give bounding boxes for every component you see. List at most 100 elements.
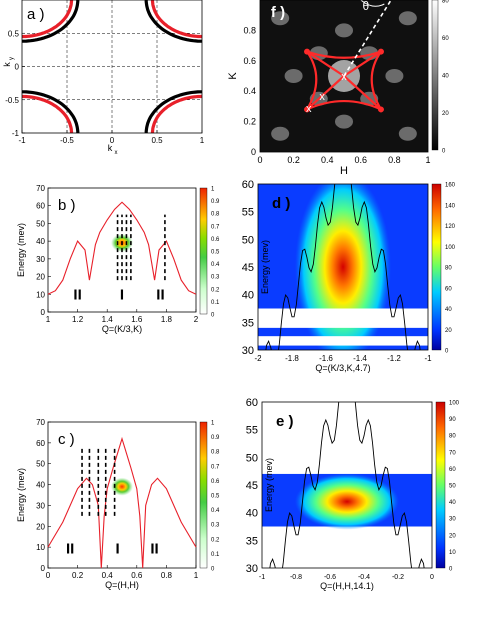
- x-tick-label: 1.2: [72, 315, 84, 324]
- y-axis-label: k: [2, 62, 12, 67]
- colorbar-tick-label: 80: [449, 434, 456, 440]
- x-tick-label: -1.4: [353, 354, 367, 363]
- x-tick-label: 1.4: [102, 315, 114, 324]
- x-tick-label: 0: [46, 571, 51, 580]
- colorbar-tick-label: 70: [449, 450, 456, 456]
- colorbar-tick-label: 0.3: [211, 275, 220, 281]
- x-tick-label: 0.5: [151, 136, 163, 145]
- x-tick-label: 1: [425, 155, 430, 165]
- y-tick-label: 20: [36, 273, 45, 282]
- x-tick-label: 1: [200, 136, 205, 145]
- colorbar-tick-label: 0.5: [211, 494, 220, 500]
- y-tick-label: 0: [41, 308, 46, 317]
- y-tick-label: 0.4: [243, 86, 256, 96]
- y-tick-label: 30: [242, 345, 254, 357]
- theta-arc: [360, 0, 385, 7]
- colorbar-tick-label: 100: [449, 401, 460, 407]
- y-axis-label-group: Energy (mev): [260, 240, 270, 294]
- panel-e: -1 -0.8 -0.6 -0.4 -0.2 0 30 35 40 45 50 55 60 Q=(H,H,…: [246, 397, 460, 591]
- region-label: II: [73, 287, 81, 304]
- colorbar-tick-label: 1: [211, 187, 215, 193]
- colorbar-tick-label: 100: [445, 245, 456, 251]
- dispersion-line: [47, 201, 197, 295]
- intensity-blob: [271, 11, 290, 26]
- x-tick-label: -0.6: [324, 574, 336, 581]
- x-tick-label: 0.2: [72, 571, 84, 580]
- y-tick-label: 50: [246, 452, 258, 464]
- y-tick-label: -1: [12, 129, 20, 138]
- colorbar-tick-label: 30: [449, 517, 456, 523]
- y-tick-label: 10: [36, 543, 45, 552]
- colorbar-tick-label: 0.4: [211, 508, 220, 514]
- star-vertex: [304, 48, 311, 55]
- colorbar-tick-label: 0.5: [211, 250, 220, 256]
- colorbar-tick-label: 60: [445, 286, 452, 292]
- x-tick-label: -0.2: [392, 574, 404, 581]
- colorbar-tick-label: 0.6: [211, 237, 220, 243]
- y-axis-label-group: ky: [2, 57, 15, 67]
- y-axis-label-group: Energy (mev): [16, 223, 26, 277]
- colorbar-tick-label: 0.2: [211, 537, 220, 543]
- y-tick-label: 35: [242, 317, 254, 329]
- y-tick-label: 30: [36, 255, 45, 264]
- panel-a: -1 -0.5 0 0.5 1-1-0.500.5a )k xky: [2, 0, 205, 156]
- colorbar: [199, 421, 208, 569]
- colorbar-tick-label: 20: [442, 111, 449, 117]
- x-tick-label: 2: [194, 315, 199, 324]
- colorbar: [435, 401, 446, 569]
- colorbar-tick-label: 0.1: [211, 300, 220, 306]
- y-tick-label: 70: [36, 418, 45, 427]
- y-tick-label: 60: [36, 439, 45, 448]
- y-tick-label: 0: [15, 63, 20, 72]
- colorbar-tick-label: 0.9: [211, 435, 220, 441]
- panel-label: f ): [271, 4, 285, 21]
- colorbar-tick-label: 0.8: [211, 450, 220, 456]
- series-1-arc: [21, 94, 74, 133]
- star-vertex: [377, 106, 384, 113]
- y-tick-label: 40: [36, 481, 45, 490]
- colorbar-tick-label: 0.2: [211, 287, 220, 293]
- x-axis-label-sub: x: [115, 150, 118, 156]
- x-axis-label: Q=(K/3,K): [102, 324, 142, 334]
- x-tick-label: 1: [46, 315, 51, 324]
- region-label: I: [120, 287, 124, 304]
- series-1-arc: [150, 0, 203, 39]
- intensity-blob: [284, 69, 303, 83]
- panel-d: -2 -1.8 -1.6 -1.4 -1.2 -1 30 35 40 45 50 55 60 Q=(K/3…: [242, 179, 456, 373]
- series-1-arc: [21, 0, 74, 39]
- colorbar-tick-label: 90: [449, 417, 456, 423]
- theta-label: θ: [362, 0, 369, 13]
- point-label: x: [341, 71, 347, 83]
- colorbar-tick-label: 0: [211, 313, 215, 319]
- dispersion-overlay: [265, 184, 421, 350]
- y-axis-label: Energy (mev): [264, 458, 274, 512]
- dispersion-overlay: [269, 402, 425, 568]
- x-tick-label: -1: [18, 136, 26, 145]
- y-axis-label: Energy (mev): [260, 240, 270, 294]
- intensity-blob: [271, 126, 290, 141]
- x-tick-label: 0.6: [131, 571, 143, 580]
- colorbar: [431, 183, 442, 351]
- colorbar-tick-label: 0: [211, 567, 215, 573]
- y-tick-label: 60: [242, 179, 254, 191]
- series-0-arc: [22, 0, 80, 43]
- colorbar-tick-label: 0.7: [211, 224, 220, 230]
- theta-line: [343, 0, 392, 77]
- panel-label: c ): [58, 431, 75, 448]
- x-tick-label: -1: [259, 574, 265, 581]
- y-tick-label: 70: [36, 184, 45, 193]
- y-tick-label: 40: [36, 237, 45, 246]
- y-tick-label: 60: [246, 397, 258, 409]
- panel-label: d ): [272, 195, 290, 212]
- colorbar-tick-label: 40: [445, 307, 452, 313]
- colorbar-tick-label: 0.6: [211, 479, 220, 485]
- colorbar-tick-label: 60: [449, 467, 456, 473]
- y-tick-label: 0: [251, 147, 256, 157]
- colorbar-tick-label: 0.7: [211, 464, 220, 470]
- colorbar-tick-label: 0.9: [211, 199, 220, 205]
- x-tick-label: -1.6: [319, 354, 333, 363]
- x-tick-label: -2: [254, 354, 262, 363]
- x-tick-label: -1.2: [387, 354, 401, 363]
- intensity-peak: [295, 473, 399, 530]
